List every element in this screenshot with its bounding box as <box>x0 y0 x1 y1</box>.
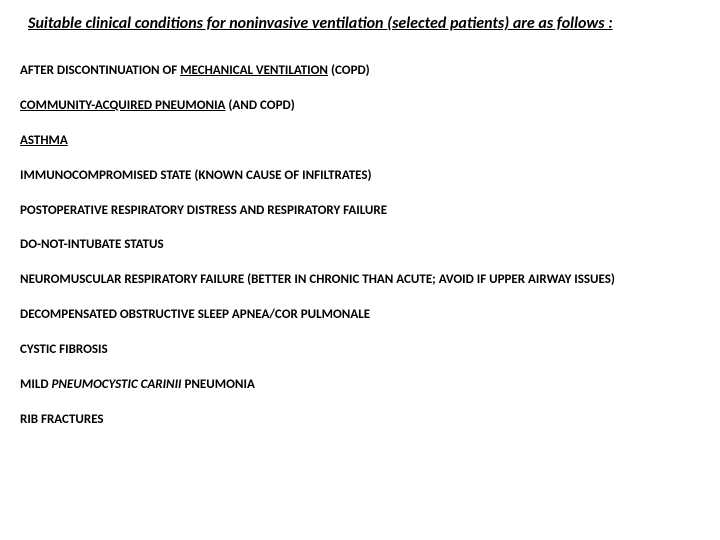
condition-item-9: MILD PNEUMOCYSTIC CARINII PNEUMONIA <box>20 377 700 394</box>
condition-item-7: DECOMPENSATED OBSTRUCTIVE SLEEP APNEA/CO… <box>20 307 700 324</box>
condition-item-1: COMMUNITY-ACQUIRED PNEUMONIA (AND COPD) <box>20 98 700 115</box>
condition-item-5: DO-NOT-INTUBATE STATUS <box>20 237 700 254</box>
condition-item-6: NEUROMUSCULAR RESPIRATORY FAILURE (BETTE… <box>20 272 700 289</box>
link-mechanical-ventilation[interactable]: MECHANICAL VENTILATION <box>180 63 328 78</box>
text-fragment: PNEUMONIA <box>182 377 255 392</box>
link-asthma[interactable]: ASTHMA <box>20 133 68 148</box>
condition-item-0: AFTER DISCONTINUATION OF MECHANICAL VENT… <box>20 63 700 80</box>
condition-item-3: IMMUNOCOMPROMISED STATE (KNOWN CAUSE OF … <box>20 168 700 185</box>
text-fragment: (COPD) <box>328 63 370 78</box>
condition-item-2: ASTHMA <box>20 133 700 150</box>
slide-title: Suitable clinical conditions for noninva… <box>20 14 700 33</box>
text-fragment: MILD <box>20 377 51 392</box>
text-italic-species: PNEUMOCYSTIC CARINII <box>51 377 181 392</box>
text-fragment: (AND COPD) <box>225 98 294 113</box>
condition-item-4: POSTOPERATIVE RESPIRATORY DISTRESS AND R… <box>20 203 700 220</box>
condition-item-10: RIB FRACTURES <box>20 412 700 429</box>
text-fragment: AFTER DISCONTINUATION OF <box>20 63 180 78</box>
link-community-acquired-pneumonia[interactable]: COMMUNITY-ACQUIRED PNEUMONIA <box>20 98 225 113</box>
slide-container: Suitable clinical conditions for noninva… <box>0 0 720 540</box>
condition-item-8: CYSTIC FIBROSIS <box>20 342 700 359</box>
